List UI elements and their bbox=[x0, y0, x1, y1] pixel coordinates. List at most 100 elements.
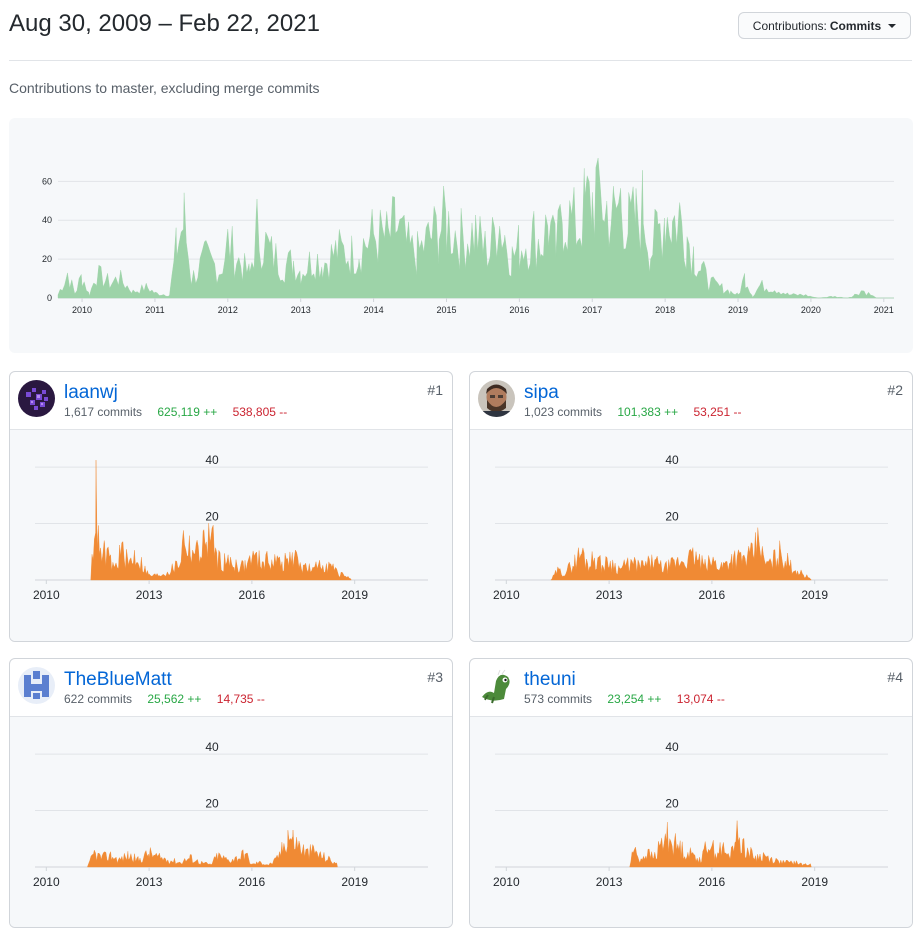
x-tick-label: 2010 bbox=[493, 588, 520, 602]
x-tick-label: 2013 bbox=[596, 875, 623, 889]
card-header: laanwj 1,617 commits 625,119 ++ 538,805 … bbox=[10, 372, 452, 430]
card-header: theuni 573 commits 23,254 ++ 13,074 -- #… bbox=[470, 659, 912, 717]
x-tick-label: 2013 bbox=[596, 588, 623, 602]
contributor-stats: 573 commits 23,254 ++ 13,074 -- bbox=[524, 692, 725, 706]
deletions-count: 14,735 -- bbox=[216, 692, 265, 706]
contributor-chart-svg: 20 40 2010 2013 2016 2019 bbox=[33, 453, 428, 602]
contributor-rank: #3 bbox=[427, 669, 443, 685]
laanwj-avatar-icon bbox=[18, 380, 55, 417]
y-tick-label: 40 bbox=[665, 740, 679, 754]
contributions-type-select[interactable]: Contributions: Commits bbox=[738, 12, 911, 39]
x-tick-label: 2019 bbox=[801, 588, 828, 602]
contributor-stats: 1,023 commits 101,383 ++ 53,251 -- bbox=[524, 405, 741, 419]
x-tick-label: 2018 bbox=[655, 305, 675, 315]
contributor-stats: 622 commits 25,562 ++ 14,735 -- bbox=[64, 692, 265, 706]
commit-count: 1,023 commits bbox=[524, 405, 603, 419]
x-tick-label: 2017 bbox=[582, 305, 602, 315]
y-tick-label: 40 bbox=[665, 453, 679, 467]
additions-count: 23,254 ++ bbox=[607, 692, 662, 706]
y-tick-label: 20 bbox=[665, 797, 679, 811]
contributor-name-link[interactable]: laanwj bbox=[64, 382, 118, 403]
x-tick-label: 2013 bbox=[136, 875, 163, 889]
commit-count: 622 commits bbox=[64, 692, 133, 706]
main-chart-svg: 0 20 40 60 2010 2011 2012 2013 2014 2015 2016 2017 2… bbox=[42, 157, 894, 315]
avatar[interactable] bbox=[478, 380, 515, 417]
area-series-commits bbox=[90, 460, 352, 581]
y-tick-label: 20 bbox=[205, 510, 219, 524]
x-tick-label: 2019 bbox=[801, 875, 828, 889]
x-tick-label: 2019 bbox=[728, 305, 748, 315]
contributor-stats: 1,617 commits 625,119 ++ 538,805 -- bbox=[64, 405, 287, 419]
avatar[interactable] bbox=[18, 667, 55, 704]
y-tick-label: 40 bbox=[205, 740, 219, 754]
contributor-card-3: TheBlueMatt 622 commits 25,562 ++ 14,735… bbox=[9, 658, 453, 928]
contributor-card-1: laanwj 1,617 commits 625,119 ++ 538,805 … bbox=[9, 371, 453, 642]
chart-subtitle: Contributions to master, excluding merge… bbox=[9, 80, 320, 96]
x-tick-label: 2016 bbox=[239, 875, 266, 889]
x-tick-label: 2016 bbox=[239, 588, 266, 602]
x-tick-label: 2010 bbox=[33, 588, 60, 602]
x-tick-label: 2016 bbox=[699, 588, 726, 602]
y-tick-label: 40 bbox=[205, 453, 219, 467]
additions-count: 625,119 ++ bbox=[157, 405, 218, 419]
contributor-chart[interactable]: 20 40 2010 2013 2016 2019 bbox=[470, 430, 912, 641]
contributor-chart-svg: 20 40 2010 2013 2016 2019 bbox=[493, 740, 888, 889]
x-tick-label: 2019 bbox=[341, 875, 368, 889]
contributor-name-link[interactable]: sipa bbox=[524, 382, 559, 403]
x-tick-label: 2016 bbox=[509, 305, 529, 315]
theuni-avatar-icon bbox=[478, 667, 515, 704]
x-tick-label: 2015 bbox=[436, 305, 456, 315]
card-header: sipa 1,023 commits 101,383 ++ 53,251 -- … bbox=[470, 372, 912, 430]
deletions-count: 13,074 -- bbox=[676, 692, 725, 706]
x-tick-label: 2014 bbox=[364, 305, 384, 315]
avatar[interactable] bbox=[478, 667, 515, 704]
y-tick-label: 20 bbox=[42, 254, 52, 264]
additions-count: 25,562 ++ bbox=[147, 692, 202, 706]
area-series-commits bbox=[57, 157, 894, 299]
contributor-card-4: theuni 573 commits 23,254 ++ 13,074 -- #… bbox=[469, 658, 913, 928]
contributor-chart-svg: 20 40 2010 2013 2016 2019 bbox=[33, 740, 428, 889]
x-tick-label: 2019 bbox=[341, 588, 368, 602]
x-tick-label: 2010 bbox=[33, 875, 60, 889]
x-tick-label: 2016 bbox=[699, 875, 726, 889]
avatar[interactable] bbox=[18, 380, 55, 417]
contributor-chart[interactable]: 20 40 2010 2013 2016 2019 bbox=[10, 430, 452, 641]
card-header: TheBlueMatt 622 commits 25,562 ++ 14,735… bbox=[10, 659, 452, 717]
select-prefix: Contributions: bbox=[752, 18, 827, 33]
caret-down-icon bbox=[888, 23, 897, 28]
select-value: Commits bbox=[829, 18, 882, 33]
contributor-chart[interactable]: 20 40 2010 2013 2016 2019 bbox=[470, 717, 912, 927]
contributor-rank: #1 bbox=[427, 382, 443, 398]
x-tick-label: 2010 bbox=[72, 305, 92, 315]
contributor-card-2: sipa 1,023 commits 101,383 ++ 53,251 -- … bbox=[469, 371, 913, 642]
commit-count: 573 commits bbox=[524, 692, 593, 706]
deletions-count: 538,805 -- bbox=[232, 405, 288, 419]
y-tick-label: 20 bbox=[205, 797, 219, 811]
y-tick-label: 20 bbox=[665, 510, 679, 524]
x-tick-label: 2010 bbox=[493, 875, 520, 889]
x-tick-label: 2020 bbox=[801, 305, 821, 315]
y-tick-label: 0 bbox=[47, 293, 52, 303]
sipa-avatar-icon bbox=[478, 380, 515, 417]
commit-count: 1,617 commits bbox=[64, 405, 143, 419]
contributor-chart[interactable]: 20 40 2010 2013 2016 2019 bbox=[10, 717, 452, 927]
deletions-count: 53,251 -- bbox=[693, 405, 742, 419]
area-series-commits bbox=[629, 820, 812, 868]
contributor-name-link[interactable]: theuni bbox=[524, 669, 576, 690]
header-divider bbox=[9, 60, 912, 61]
main-contributions-chart[interactable]: 0 20 40 60 2010 2011 2012 2013 2014 2015 2016 2017 2… bbox=[9, 118, 913, 353]
contributor-rank: #2 bbox=[887, 382, 903, 398]
area-series-commits bbox=[87, 829, 338, 868]
additions-count: 101,383 ++ bbox=[617, 405, 679, 419]
date-range-title: Aug 30, 2009 – Feb 22, 2021 bbox=[9, 10, 320, 37]
contributor-chart-svg: 20 40 2010 2013 2016 2019 bbox=[493, 453, 888, 602]
x-tick-label: 2021 bbox=[874, 305, 894, 315]
x-tick-label: 2013 bbox=[291, 305, 311, 315]
y-tick-label: 60 bbox=[42, 176, 52, 186]
x-tick-label: 2013 bbox=[136, 588, 163, 602]
thebluematt-avatar-icon bbox=[18, 667, 55, 704]
contributor-name-link[interactable]: TheBlueMatt bbox=[64, 669, 172, 690]
x-tick-label: 2012 bbox=[218, 305, 238, 315]
contributor-rank: #4 bbox=[887, 669, 903, 685]
x-tick-label: 2011 bbox=[145, 305, 164, 315]
